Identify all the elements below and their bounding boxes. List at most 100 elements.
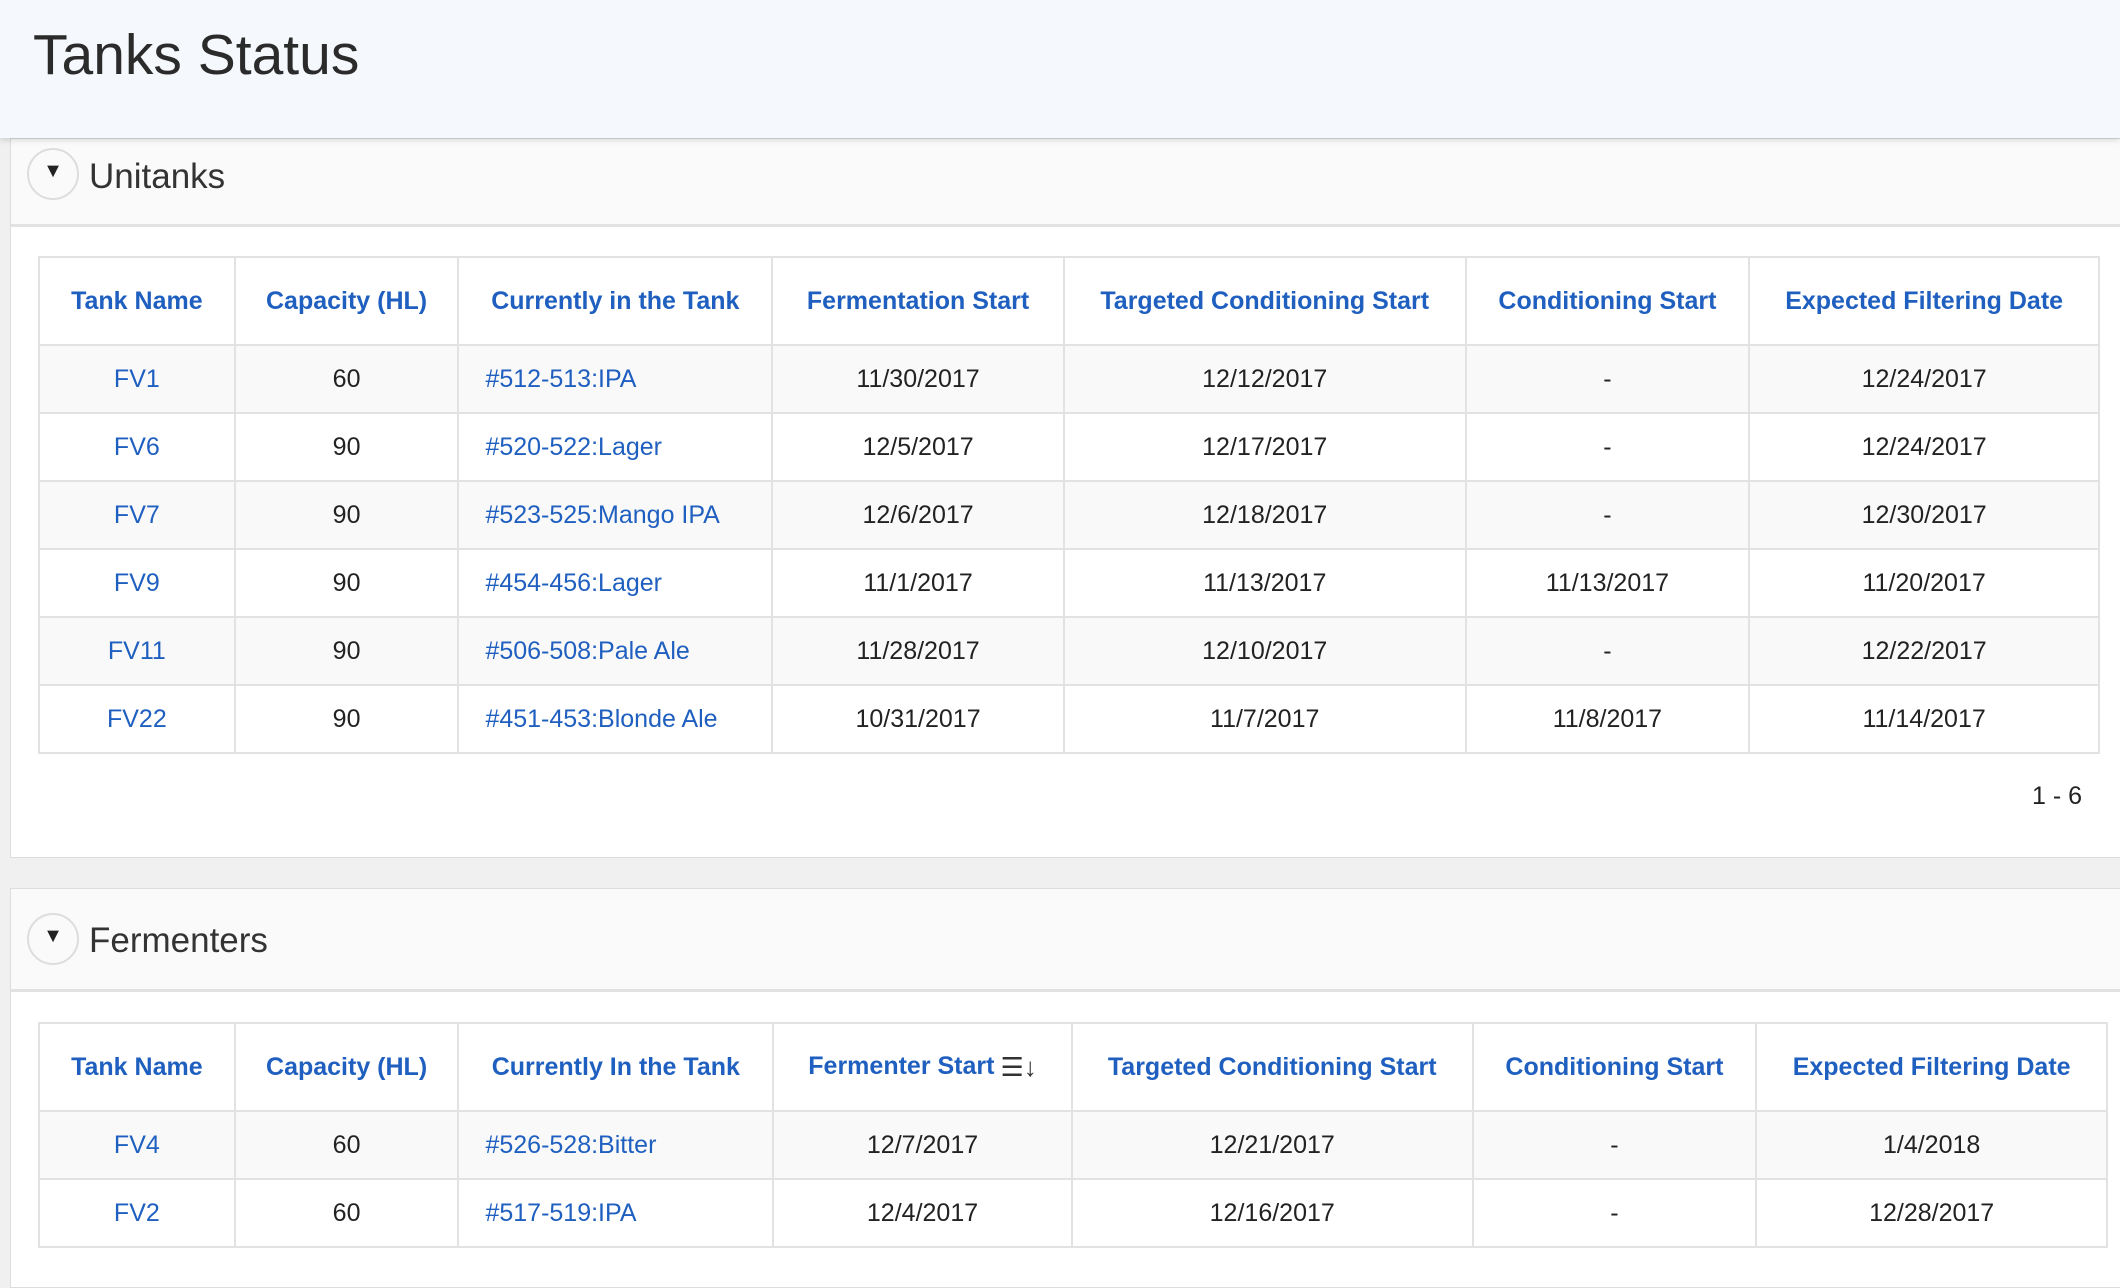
table-row: FV22 90 #451-453:Blonde Ale 10/31/2017 11/7/… [38, 684, 2100, 754]
table-cell: 11/14/2017 [1748, 684, 2100, 754]
table-cell: - [1464, 480, 1751, 550]
column-header[interactable]: Fermentation Start [771, 256, 1065, 346]
table-row: FV2 60 #517-519:IPA 12/4/2017 12/16/2017-12/… [38, 1178, 2108, 1248]
column-header-label: Expected Filtering Date [1785, 286, 2064, 315]
table-cell: 11/8/2017 [1464, 684, 1751, 754]
tank-name-link[interactable]: FV1 [38, 344, 236, 414]
column-header-label: Capacity (HL) [266, 286, 428, 315]
column-header-label: Fermentation Start [806, 286, 1030, 315]
table-cell: 12/24/2017 [1748, 412, 2100, 482]
table-cell: 12/12/2017 [1062, 344, 1467, 414]
column-header-label: Fermenter Start [808, 1051, 995, 1080]
column-header[interactable]: Fermenter Start ☰↓ [772, 1022, 1073, 1112]
table-cell: 11/7/2017 [1062, 684, 1467, 754]
table-row: FV4 60 #526-528:Bitter 12/7/2017 12/21/2017-… [38, 1110, 2108, 1180]
fermenters-panel: ▼ Fermenters Tank Name Capacity (HL) Curre… [10, 888, 2120, 1288]
column-header[interactable]: Tank Name [38, 256, 236, 346]
batch-link[interactable]: #506-508:Pale Ale [457, 616, 774, 686]
table-cell: 12/16/2017 [1070, 1178, 1474, 1248]
table-cell: - [1464, 616, 1751, 686]
tank-name-link[interactable]: FV7 [38, 480, 236, 550]
table-header-row: Tank Name Capacity (HL) Currently In the T… [38, 1022, 2108, 1112]
pagination-range: 1 - 6 [2031, 782, 2082, 810]
page-title: Tanks Status [33, 23, 360, 87]
column-header-label: Tank Name [71, 1052, 203, 1081]
table-cell: 12/24/2017 [1748, 344, 2100, 414]
section-title: Fermenters [89, 921, 268, 960]
column-header[interactable]: Capacity (HL) [233, 256, 460, 346]
column-header-label: Capacity (HL) [266, 1052, 428, 1081]
table-cell: 11/20/2017 [1748, 548, 2100, 618]
column-header[interactable]: Conditioning Start [1464, 256, 1751, 346]
table-cell: 11/30/2017 [771, 344, 1065, 414]
table-cell: 12/5/2017 [771, 412, 1065, 482]
batch-link[interactable]: #526-528:Bitter [457, 1110, 775, 1180]
sort-descending-icon[interactable]: ☰↓ [1000, 1051, 1037, 1082]
batch-link[interactable]: #523-525:Mango IPA [457, 480, 774, 550]
table-row: FV11 90 #506-508:Pale Ale 11/28/2017 12/10/2… [38, 616, 2100, 686]
table-cell: - [1464, 344, 1751, 414]
table-cell: 11/28/2017 [771, 616, 1065, 686]
table-cell: 90 [233, 616, 460, 686]
tank-name-link[interactable]: FV11 [38, 616, 236, 686]
unitanks-panel: ▼ Unitanks Tank Name Capacity (HL) Current… [10, 138, 2120, 858]
tank-name-link[interactable]: FV2 [38, 1178, 236, 1248]
tank-name-link[interactable]: FV22 [38, 684, 236, 754]
table-cell: 11/1/2017 [771, 548, 1065, 618]
column-header-label: Currently In the Tank [491, 1052, 740, 1081]
unitanks-table: Tank Name Capacity (HL) Currently in the T… [38, 256, 2100, 754]
table-cell: 12/17/2017 [1062, 412, 1467, 482]
table-cell: 12/7/2017 [772, 1110, 1073, 1180]
table-cell: 12/4/2017 [772, 1178, 1073, 1248]
table-cell: 10/31/2017 [771, 684, 1065, 754]
batch-link[interactable]: #520-522:Lager [457, 412, 774, 482]
table-cell: - [1464, 412, 1751, 482]
column-header[interactable]: Expected Filtering Date [1755, 1022, 2108, 1112]
column-header[interactable]: Currently in the Tank [457, 256, 774, 346]
column-header-label: Targeted Conditioning Start [1107, 1052, 1437, 1081]
table-cell: 11/13/2017 [1062, 548, 1467, 618]
batch-link[interactable]: #451-453:Blonde Ale [457, 684, 774, 754]
column-header-label: Tank Name [71, 286, 203, 315]
batch-link[interactable]: #454-456:Lager [457, 548, 774, 618]
table-cell: 12/30/2017 [1748, 480, 2100, 550]
section-title: Unitanks [89, 157, 226, 196]
column-header-label: Currently in the Tank [491, 286, 740, 315]
table-row: FV6 90 #520-522:Lager 12/5/2017 12/17/2017-1… [38, 412, 2100, 482]
table-cell: 90 [233, 412, 460, 482]
column-header[interactable]: Conditioning Start [1471, 1022, 1758, 1112]
column-header[interactable]: Targeted Conditioning Start [1070, 1022, 1474, 1112]
table-row: FV9 90 #454-456:Lager 11/1/2017 11/13/2017 11… [38, 548, 2100, 618]
table-cell: 90 [233, 548, 460, 618]
table-cell: 12/18/2017 [1062, 480, 1467, 550]
table-cell: - [1471, 1178, 1758, 1248]
tank-name-link[interactable]: FV6 [38, 412, 236, 482]
column-header-label: Conditioning Start [1505, 1052, 1724, 1081]
table-cell: 60 [233, 1178, 460, 1248]
table-cell: 60 [233, 344, 460, 414]
fermenters-header: ▼ Fermenters [11, 889, 2120, 992]
table-cell: 1/4/2018 [1755, 1110, 2108, 1180]
tank-name-link[interactable]: FV9 [38, 548, 236, 618]
batch-link[interactable]: #512-513:IPA [457, 344, 774, 414]
column-header[interactable]: Targeted Conditioning Start [1062, 256, 1467, 346]
table-cell: 11/13/2017 [1464, 548, 1751, 618]
table-cell: 12/22/2017 [1748, 616, 2100, 686]
fermenters-table: Tank Name Capacity (HL) Currently In the T… [38, 1022, 2108, 1248]
table-cell: 12/10/2017 [1062, 616, 1467, 686]
column-header[interactable]: Tank Name [38, 1022, 236, 1112]
table-cell: 60 [233, 1110, 460, 1180]
collapse-toggle-icon[interactable]: ▼ [27, 913, 79, 965]
column-header[interactable]: Currently In the Tank [457, 1022, 775, 1112]
column-header-label: Expected Filtering Date [1792, 1052, 2071, 1081]
column-header-label: Conditioning Start [1498, 286, 1717, 315]
tank-name-link[interactable]: FV4 [38, 1110, 236, 1180]
collapse-toggle-icon[interactable]: ▼ [27, 148, 79, 200]
table-cell: 90 [233, 480, 460, 550]
table-cell: 90 [233, 684, 460, 754]
table-header-row: Tank Name Capacity (HL) Currently in the T… [38, 256, 2100, 346]
column-header[interactable]: Expected Filtering Date [1748, 256, 2100, 346]
batch-link[interactable]: #517-519:IPA [457, 1178, 775, 1248]
column-header[interactable]: Capacity (HL) [233, 1022, 460, 1112]
table-cell: 12/21/2017 [1070, 1110, 1474, 1180]
